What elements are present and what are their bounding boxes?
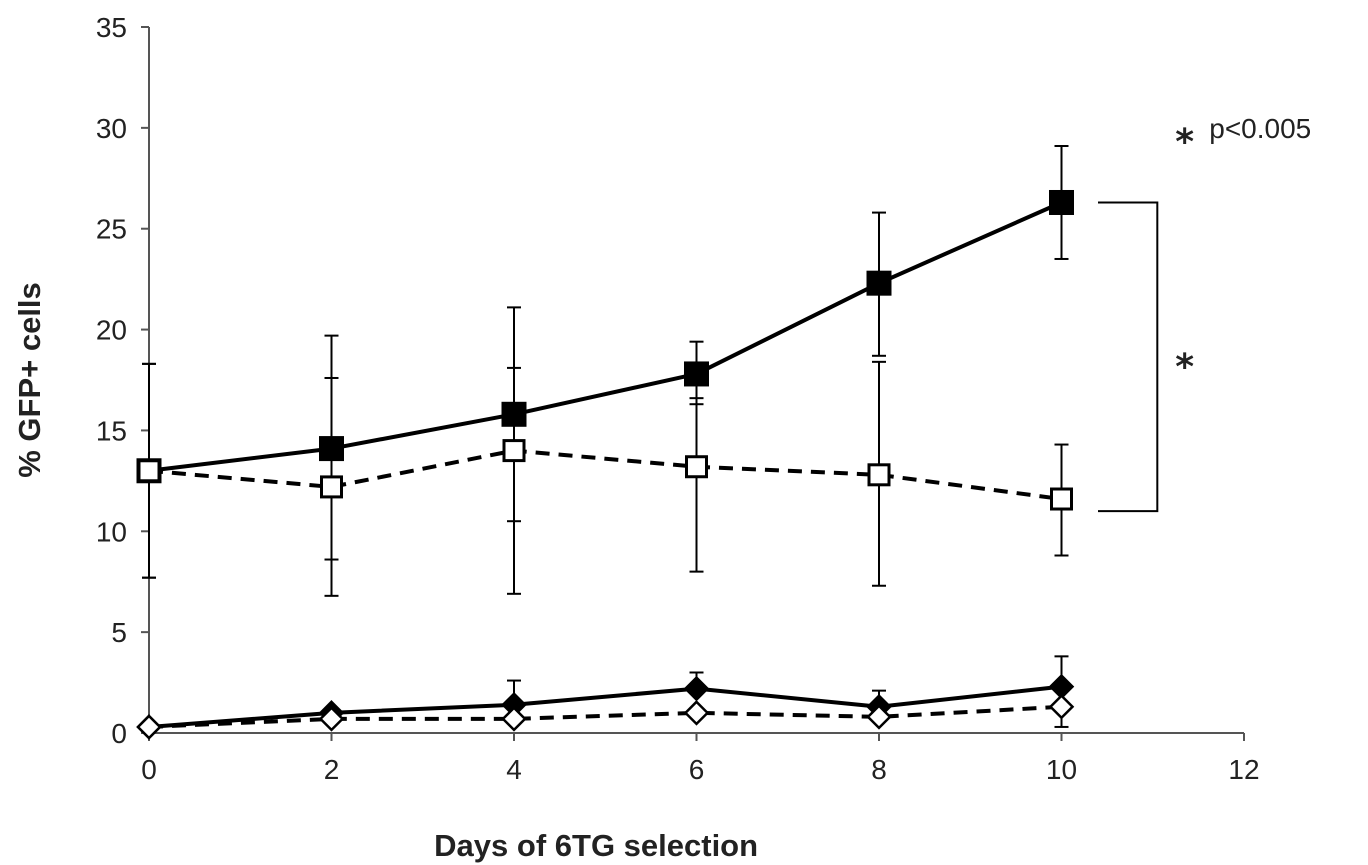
series-4-point: [1048, 694, 1075, 720]
series-lines: [148, 200, 1063, 729]
series-markers: [136, 189, 1075, 740]
series-2-line: [148, 448, 1062, 501]
series-3-line: [148, 684, 1062, 729]
x-tick-label: 8: [871, 754, 887, 785]
series-2-point: [867, 463, 891, 487]
significance-bracket: [1098, 201, 1159, 513]
series-4-point: [866, 704, 892, 730]
annotations: * * p<0.005: [1098, 113, 1311, 513]
series-4-line: [148, 704, 1062, 729]
y-tick-label: 0: [111, 718, 127, 749]
series-1-point: [501, 401, 527, 427]
series-1-line: [148, 200, 1063, 473]
series-4-point: [683, 700, 710, 726]
y-tick-label: 20: [96, 315, 127, 346]
significance-star: *: [1175, 347, 1194, 388]
x-tick-label: 12: [1228, 754, 1259, 785]
series-1-point: [866, 270, 892, 296]
error-bars: [142, 145, 1069, 728]
x-tick-label: 2: [324, 754, 340, 785]
x-tick-label: 0: [141, 754, 157, 785]
series-4-point: [318, 706, 345, 732]
series-2-point: [502, 439, 526, 463]
series-1-point: [1049, 189, 1074, 215]
series-4-point: [136, 714, 162, 740]
series-2-point: [1050, 487, 1073, 511]
y-tick-label: 25: [96, 214, 127, 245]
x-tick-label: 10: [1046, 754, 1077, 785]
significance-legend-star: *: [1175, 122, 1194, 163]
significance-legend-text: p<0.005: [1209, 113, 1311, 144]
y-tick-label: 5: [111, 617, 127, 648]
series-1-point: [684, 361, 709, 387]
series-4-point: [501, 706, 527, 732]
series-2-point: [137, 459, 161, 483]
y-axis-title: % GFP+ cells: [12, 282, 47, 478]
series-2-point: [685, 455, 708, 479]
y-tick-label: 35: [96, 12, 127, 43]
x-tick-label: 4: [506, 754, 522, 785]
series-3-point: [683, 675, 710, 702]
series-1-point: [319, 436, 344, 462]
axes: 0 5 10 15 20 25 30 35 0 2 4 6 8 10 12: [96, 12, 1260, 785]
x-axis-title: Days of 6TG selection: [434, 828, 758, 863]
series-2-point: [320, 475, 343, 499]
y-tick-label: 10: [96, 516, 127, 547]
x-tick-label: 6: [689, 754, 705, 785]
y-tick-label: 15: [96, 415, 127, 446]
y-tick-label: 30: [96, 113, 127, 144]
